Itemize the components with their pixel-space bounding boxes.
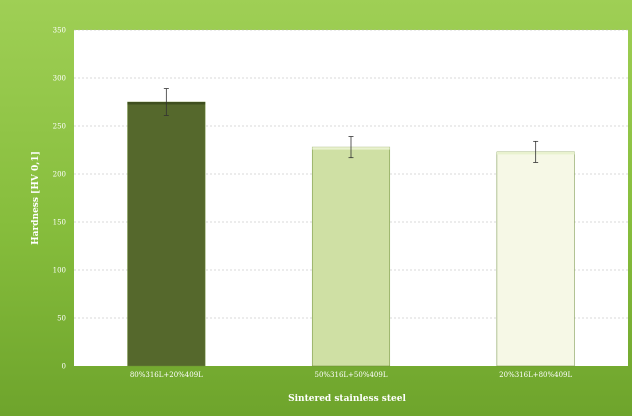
y-tick-label: 100 <box>53 267 66 275</box>
y-tick-label: 0 <box>62 363 66 371</box>
y-tick-label: 50 <box>57 315 66 323</box>
bar <box>496 151 575 367</box>
bar <box>127 101 206 367</box>
y-tick-label: 350 <box>53 27 66 35</box>
bar <box>311 146 391 367</box>
y-axis-title: Hardness [HV 0,1] <box>31 151 41 245</box>
x-tick-label: 20%316L+80%409L <box>499 371 572 379</box>
x-tick-label: 80%316L+20%409L <box>130 371 203 379</box>
x-axis-ticks: 80%316L+20%409L 50%316L+50%409L 20%316L+80… <box>130 371 573 379</box>
bars <box>127 88 575 367</box>
y-axis-ticks: 0 50 100 150 200 250 300 350 <box>53 27 66 371</box>
y-tick-label: 150 <box>53 219 66 227</box>
x-tick-label: 50%316L+50%409L <box>314 371 387 379</box>
x-axis-title: Sintered stainless steel <box>288 394 406 404</box>
y-tick-label: 200 <box>53 171 66 179</box>
y-tick-label: 300 <box>53 75 66 83</box>
y-tick-label: 250 <box>53 123 66 131</box>
